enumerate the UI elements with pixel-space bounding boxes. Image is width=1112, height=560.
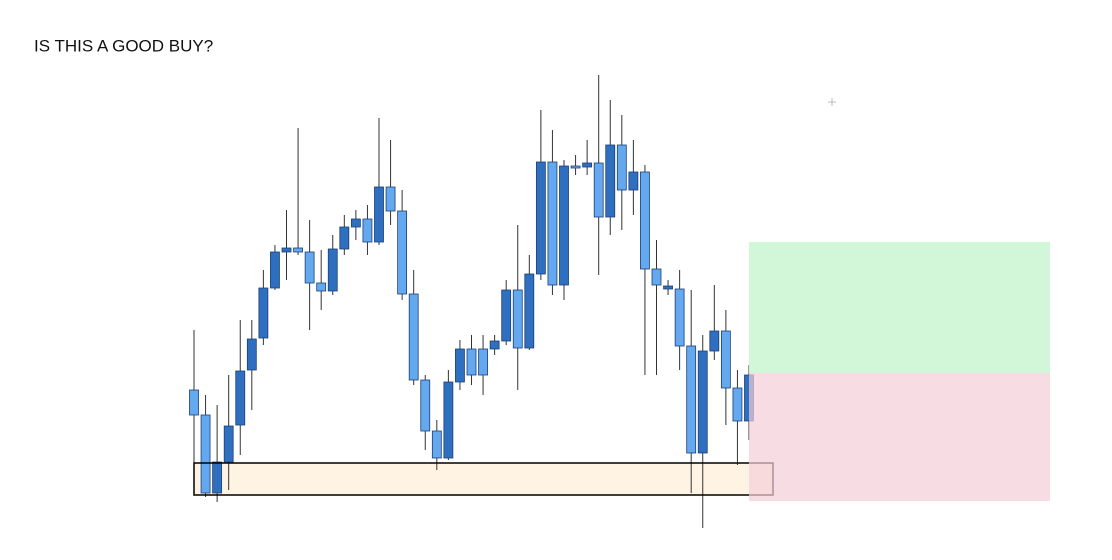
target-zone <box>749 242 1050 373</box>
candle-body <box>212 461 223 494</box>
candle-body <box>605 144 616 218</box>
candle-body <box>385 186 396 212</box>
candle-body <box>408 293 419 381</box>
candle-body <box>628 171 639 191</box>
candle-body <box>559 165 569 286</box>
candle-body <box>709 330 720 352</box>
candle-body <box>374 186 384 243</box>
candle-body <box>258 287 269 339</box>
candle-body <box>640 171 650 270</box>
candle-body <box>489 340 500 350</box>
crosshair <box>828 98 836 106</box>
candle-body <box>223 425 234 463</box>
candle-body <box>686 345 697 454</box>
chart-title: IS THIS A GOOD BUY? <box>34 36 213 55</box>
candle-body <box>397 210 408 295</box>
candle-body <box>651 268 662 286</box>
candle-body <box>293 247 303 253</box>
candle-body <box>547 161 558 286</box>
candle-body <box>327 248 338 292</box>
candle-body <box>732 387 743 422</box>
candle-body <box>443 381 454 459</box>
candle-body <box>200 414 211 494</box>
candle-body <box>674 288 685 347</box>
candle-body <box>582 162 593 168</box>
candle-body <box>663 285 673 290</box>
candle-body <box>281 247 292 253</box>
candle-body <box>235 370 246 426</box>
candle-body <box>316 282 327 292</box>
candle-body <box>697 350 708 454</box>
candle-body <box>362 218 373 243</box>
candle-body <box>270 251 280 289</box>
candle-body <box>616 144 627 191</box>
candle-body <box>246 338 257 371</box>
candle-body <box>420 379 431 432</box>
candle-body <box>512 289 523 349</box>
candle-body <box>535 161 546 275</box>
candle-body <box>350 218 361 228</box>
candle-body <box>304 251 315 284</box>
candle-body <box>455 348 465 383</box>
candle-body <box>720 330 731 389</box>
candle-body <box>524 273 535 349</box>
support-zone <box>194 463 773 495</box>
stop-zone <box>749 373 1050 501</box>
candle-body <box>431 430 442 459</box>
candle-body <box>189 389 199 416</box>
candle-body <box>478 348 488 376</box>
candle-body <box>501 289 512 342</box>
candle-body <box>593 162 604 218</box>
candle-body <box>339 226 350 250</box>
candle-body <box>570 165 581 169</box>
candle-body <box>466 348 477 376</box>
